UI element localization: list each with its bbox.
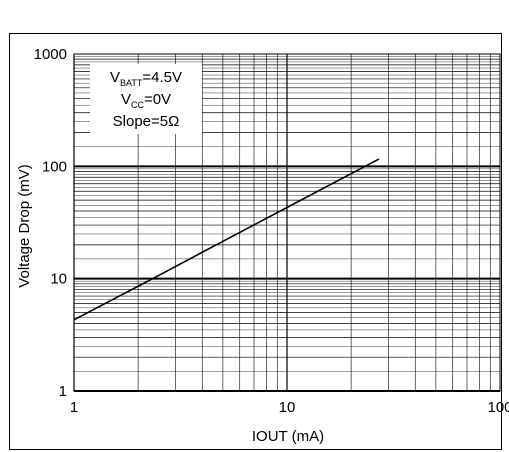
x-axis-label: IOUT (mA) bbox=[252, 428, 324, 445]
y-tick-label: 10 bbox=[50, 271, 67, 288]
y-axis-label: Voltage Drop (mV) bbox=[16, 164, 33, 287]
series-group bbox=[73, 158, 380, 321]
x-tick-label: 100 bbox=[487, 399, 509, 416]
y-tick-label: 1 bbox=[59, 383, 67, 400]
annotation-line: VBATT=4.5V bbox=[110, 69, 182, 88]
chart-frame bbox=[9, 33, 502, 450]
annotation-background bbox=[90, 64, 202, 134]
x-tick-label: 10 bbox=[279, 399, 296, 416]
tick-labels: 1 10 100 1 10 100 1000 bbox=[34, 46, 509, 416]
plot-area bbox=[73, 53, 501, 392]
annotation-line: VCC=0V bbox=[121, 91, 171, 110]
x-tick-label: 1 bbox=[70, 399, 78, 416]
annotation-box: VBATT=4.5V VCC=0V Slope=5Ω bbox=[90, 64, 202, 134]
y-tick-label: 100 bbox=[42, 158, 67, 175]
series-line bbox=[73, 158, 380, 321]
y-tick-label: 1000 bbox=[34, 46, 67, 63]
annotation-line: Slope=5Ω bbox=[113, 113, 180, 130]
grid bbox=[73, 54, 500, 392]
